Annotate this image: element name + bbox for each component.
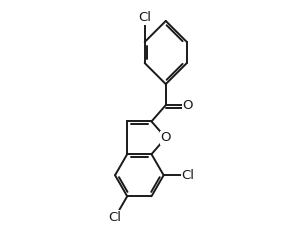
Text: O: O (161, 131, 171, 144)
Text: Cl: Cl (138, 11, 151, 24)
Text: Cl: Cl (181, 169, 195, 182)
Text: Cl: Cl (108, 211, 122, 224)
Text: O: O (183, 99, 193, 112)
